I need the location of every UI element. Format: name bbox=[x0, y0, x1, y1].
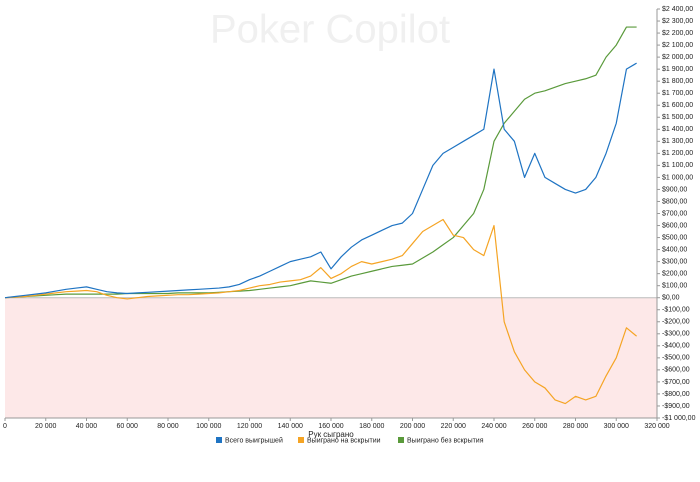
y-tick-label: $1 100,00 bbox=[662, 162, 693, 169]
y-tick-label: $500,00 bbox=[662, 234, 687, 241]
legend-swatch bbox=[398, 437, 404, 443]
y-tick-label: $1 500,00 bbox=[662, 114, 693, 121]
y-tick-label: $2 400,00 bbox=[662, 6, 693, 13]
x-tick-label: 240 000 bbox=[481, 423, 506, 430]
x-tick-label: 60 000 bbox=[117, 423, 139, 430]
y-tick-label: $2 000,00 bbox=[662, 54, 693, 61]
y-tick-label: -$800,00 bbox=[662, 391, 690, 398]
y-tick-label: -$600,00 bbox=[662, 367, 690, 374]
y-tick-label: -$200,00 bbox=[662, 319, 690, 326]
y-tick-label: -$1 000,00 bbox=[662, 415, 696, 422]
y-tick-label: $1 700,00 bbox=[662, 90, 693, 97]
y-tick-label: -$900,00 bbox=[662, 403, 690, 410]
y-tick-label: $1 900,00 bbox=[662, 66, 693, 73]
y-tick-label: $1 300,00 bbox=[662, 138, 693, 145]
x-tick-label: 160 000 bbox=[318, 423, 343, 430]
x-tick-label: 300 000 bbox=[604, 423, 629, 430]
x-tick-label: 180 000 bbox=[359, 423, 384, 430]
y-tick-label: $1 400,00 bbox=[662, 126, 693, 133]
y-tick-label: $300,00 bbox=[662, 258, 687, 265]
x-tick-label: 0 bbox=[3, 423, 7, 430]
y-tick-label: -$300,00 bbox=[662, 331, 690, 338]
y-tick-label: $1 200,00 bbox=[662, 150, 693, 157]
negative-area bbox=[5, 297, 657, 418]
series-line bbox=[4, 62, 637, 299]
legend-swatch bbox=[298, 437, 304, 443]
y-tick-label: $2 300,00 bbox=[662, 18, 693, 25]
series-line bbox=[4, 26, 637, 299]
y-tick-label: -$400,00 bbox=[662, 343, 690, 350]
x-tick-label: 20 000 bbox=[35, 423, 57, 430]
legend-label: Выиграно на вскрытии bbox=[307, 437, 381, 444]
watermark: Poker Copilot bbox=[210, 8, 450, 52]
x-tick-label: 200 000 bbox=[400, 423, 425, 430]
legend-swatch bbox=[216, 437, 222, 443]
x-tick-label: 80 000 bbox=[157, 423, 179, 430]
y-tick-label: $900,00 bbox=[662, 186, 687, 193]
y-tick-label: $1 800,00 bbox=[662, 78, 693, 85]
y-tick-label: $1 000,00 bbox=[662, 174, 693, 181]
y-tick-label: $100,00 bbox=[662, 283, 687, 290]
x-tick-label: 120 000 bbox=[237, 423, 262, 430]
y-tick-label: -$700,00 bbox=[662, 379, 690, 386]
x-tick-label: 260 000 bbox=[522, 423, 547, 430]
y-tick-label: $700,00 bbox=[662, 210, 687, 217]
y-tick-label: -$100,00 bbox=[662, 307, 690, 314]
x-tick-label: 40 000 bbox=[76, 423, 98, 430]
y-tick-label: $0,00 bbox=[662, 295, 680, 302]
x-tick-label: 100 000 bbox=[196, 423, 221, 430]
x-tick-label: 140 000 bbox=[278, 423, 303, 430]
y-tick-label: $1 600,00 bbox=[662, 102, 693, 109]
y-tick-label: $200,00 bbox=[662, 270, 687, 277]
x-tick-label: 280 000 bbox=[563, 423, 588, 430]
y-tick-label: -$500,00 bbox=[662, 355, 690, 362]
x-tick-label: 220 000 bbox=[441, 423, 466, 430]
legend-label: Всего выигрышей bbox=[225, 436, 283, 444]
x-axis-title: Рук сыграно bbox=[308, 430, 354, 439]
y-tick-label: $2 200,00 bbox=[662, 30, 693, 37]
legend-label: Выиграно без вскрытия bbox=[407, 436, 484, 444]
series-line bbox=[4, 218, 638, 405]
y-tick-label: $600,00 bbox=[662, 222, 687, 229]
y-tick-label: $800,00 bbox=[662, 198, 687, 205]
x-tick-label: 320 000 bbox=[644, 423, 669, 430]
y-tick-label: $400,00 bbox=[662, 246, 687, 253]
y-tick-label: $2 100,00 bbox=[662, 42, 693, 49]
